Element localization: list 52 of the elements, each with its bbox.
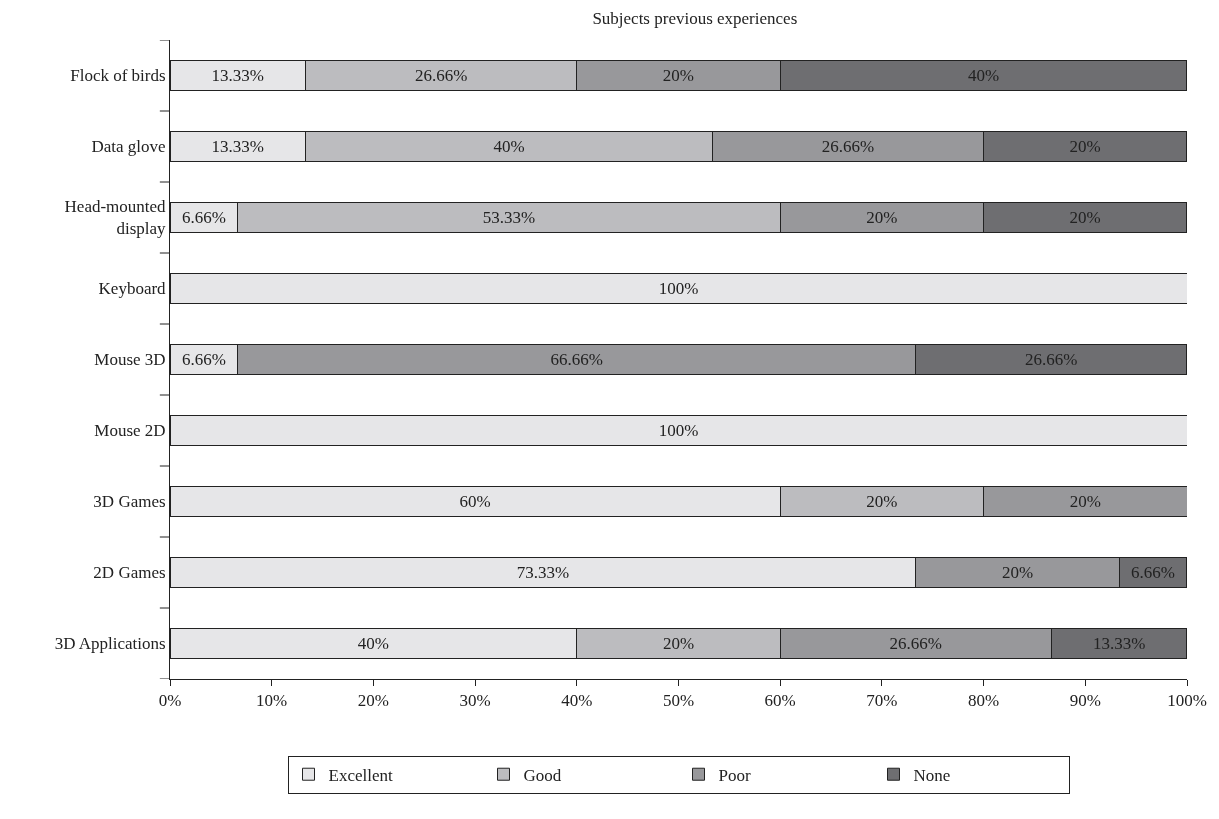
y-tick-label: Data glove bbox=[91, 137, 166, 157]
data-label: 20% bbox=[1001, 563, 1034, 582]
data-label: 20% bbox=[1069, 208, 1101, 227]
data-label: 6.66% bbox=[181, 208, 226, 227]
data-label: 13.33% bbox=[1092, 634, 1146, 653]
x-tick-label: 90% bbox=[1069, 691, 1101, 711]
data-label: 40% bbox=[357, 634, 389, 653]
x-tick-label: 70% bbox=[866, 691, 898, 711]
legend-label: Excellent bbox=[328, 765, 393, 785]
data-label: 26.66% bbox=[1025, 350, 1078, 369]
data-label: 40% bbox=[967, 66, 1000, 85]
data-label: 13.33% bbox=[211, 137, 264, 156]
data-label: 100% bbox=[658, 421, 699, 440]
x-tick-label: 40% bbox=[561, 691, 593, 711]
data-label: 20% bbox=[662, 66, 694, 85]
legend-label: Poor bbox=[718, 765, 751, 785]
y-tick-label: Keyboard bbox=[98, 279, 167, 299]
x-tick-label: 60% bbox=[764, 691, 796, 711]
data-label: 60% bbox=[459, 492, 491, 511]
x-tick-label: 100% bbox=[1167, 691, 1207, 711]
data-label: 40% bbox=[493, 137, 525, 156]
y-tick-label: Head-mounted display bbox=[64, 197, 167, 239]
data-label: 100% bbox=[658, 279, 699, 298]
y-tick-label: Mouse 3D bbox=[94, 350, 166, 370]
y-tick-label: 2D Games bbox=[93, 563, 166, 583]
x-tick-label: 80% bbox=[968, 691, 1000, 711]
legend-label: None bbox=[913, 765, 951, 785]
x-tick-label: 0% bbox=[158, 691, 182, 711]
y-tick-label: Flock of birds bbox=[70, 66, 166, 86]
data-label: 53.33% bbox=[482, 208, 536, 227]
x-tick-label: 30% bbox=[459, 691, 491, 711]
data-label: 26.66% bbox=[821, 137, 875, 156]
data-label: 20% bbox=[662, 634, 695, 653]
data-label: 6.66% bbox=[181, 350, 226, 369]
data-label: 20% bbox=[866, 208, 898, 227]
x-tick-label: 10% bbox=[256, 691, 288, 711]
legend-label: Good bbox=[523, 765, 562, 785]
data-label: 20% bbox=[1069, 492, 1101, 511]
x-tick-label: 50% bbox=[662, 691, 695, 711]
chart-title: Subjects previous experiences bbox=[592, 9, 798, 29]
data-label: 20% bbox=[1069, 137, 1101, 156]
y-tick-label: Mouse 2D bbox=[94, 421, 166, 441]
x-tick-label: 20% bbox=[357, 691, 389, 711]
data-label: 20% bbox=[866, 492, 898, 511]
y-tick-label: 3D Applications bbox=[54, 634, 166, 654]
y-tick-label: 3D Games bbox=[93, 492, 166, 512]
data-label: 26.66% bbox=[889, 634, 942, 653]
data-label: 26.66% bbox=[414, 66, 468, 85]
data-label: 73.33% bbox=[516, 563, 570, 582]
data-label: 6.66% bbox=[1131, 563, 1175, 582]
data-label: 66.66% bbox=[550, 350, 603, 369]
data-label: 13.33% bbox=[211, 66, 264, 85]
